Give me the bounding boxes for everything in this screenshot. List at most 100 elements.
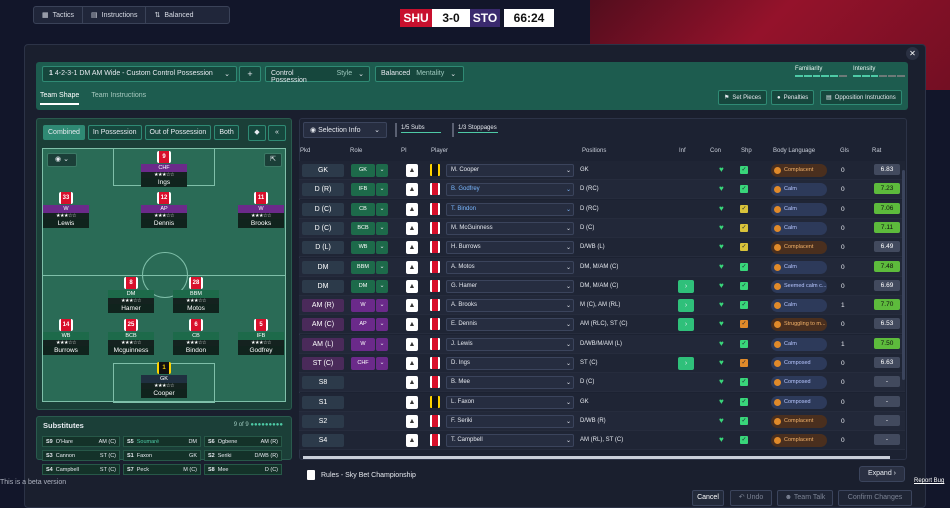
chevron-down-icon[interactable]: ⌄ bbox=[376, 221, 388, 235]
position-slot[interactable]: S2 bbox=[302, 414, 344, 428]
chevron-down-icon[interactable]: ⌄ bbox=[376, 183, 388, 197]
position-slot[interactable]: ST (C) bbox=[302, 357, 344, 370]
mentality-button[interactable]: ⇅ Balanced bbox=[146, 7, 201, 23]
table-row[interactable]: D (R) IFB ⌄ ▲ B. Godfrey ⌄ D (RC) ♥ ✓ Calm… bbox=[299, 180, 905, 200]
position-slot[interactable]: S4 bbox=[302, 434, 344, 448]
pitch-player[interactable]: 1 GK ★★★☆☆ Cooper bbox=[141, 362, 187, 398]
person-icon[interactable]: ▲ bbox=[406, 414, 418, 428]
position-slot[interactable]: D (R) bbox=[302, 183, 344, 197]
table-row[interactable]: D (C) CB ⌄ ▲ T. Bindon ⌄ D (RC) ♥ ✓ Calm 0… bbox=[299, 199, 905, 219]
table-row[interactable]: D (C) BCB ⌄ ▲ M. McGuinness ⌄ D (C) ♥ ✓ Ca… bbox=[299, 218, 905, 238]
person-icon[interactable]: ▲ bbox=[406, 395, 418, 409]
expand-button[interactable]: Expand › bbox=[859, 466, 905, 482]
header-positions[interactable]: Positions bbox=[582, 148, 607, 154]
swap-icon[interactable]: ⇱ bbox=[264, 153, 282, 167]
influence-icon[interactable]: › bbox=[678, 357, 694, 370]
competition-rules[interactable]: Rules - Sky Bet Championship bbox=[302, 466, 906, 484]
substitute-item[interactable]: S1 Faxon GK bbox=[123, 450, 201, 461]
position-slot[interactable]: D (C) bbox=[302, 221, 344, 235]
role-select[interactable]: IFB bbox=[351, 183, 375, 197]
person-icon[interactable]: ▲ bbox=[406, 434, 418, 448]
player-select[interactable]: J. Lewis ⌄ bbox=[446, 337, 574, 351]
instructions-button[interactable]: ▤ Instructions bbox=[83, 7, 147, 23]
role-select[interactable]: W bbox=[351, 337, 375, 351]
role-select[interactable]: BCB bbox=[351, 221, 375, 235]
eye-toggle[interactable]: ◉ ⌄ bbox=[47, 153, 77, 167]
chevron-down-icon[interactable]: ⌄ bbox=[376, 260, 388, 274]
table-row[interactable]: ST (C) CHF ⌄ ▲ D. Ings ⌄ ST (C) › ♥ ✓ Comp… bbox=[299, 354, 905, 373]
confirm-changes-button[interactable]: Confirm Changes bbox=[838, 490, 912, 506]
pitch-player[interactable]: 8 DM ★★★☆☆ Hamer bbox=[108, 277, 154, 313]
filter-out-possession[interactable]: Out of Possession bbox=[144, 125, 212, 140]
table-row[interactable]: AM (C) AP ⌄ ▲ E. Dennis ⌄ AM (RLC), ST (C)… bbox=[299, 315, 905, 335]
table-row[interactable]: AM (R) W ⌄ ▲ A. Brooks ⌄ M (C), AM (RL) › … bbox=[299, 296, 905, 316]
team-talk-button[interactable]: ☻ Team Talk bbox=[777, 490, 833, 506]
person-icon[interactable]: ▲ bbox=[406, 221, 418, 235]
pitch-player[interactable]: 9 CHF ★★★☆☆ Ings bbox=[141, 151, 187, 187]
collapse-icon[interactable]: « bbox=[268, 125, 286, 141]
penalties-button[interactable]: ● Penalties bbox=[771, 90, 815, 105]
person-icon[interactable]: ▲ bbox=[406, 376, 418, 390]
player-select[interactable]: D. Ings ⌄ bbox=[446, 357, 574, 370]
pitch-player[interactable]: 6 CB ★★★☆☆ Bindon bbox=[173, 319, 219, 355]
player-select[interactable]: T. Bindon ⌄ bbox=[446, 202, 574, 216]
tab-team-instructions[interactable]: Team Instructions bbox=[91, 92, 147, 99]
filter-combined[interactable]: Combined bbox=[43, 125, 85, 140]
pitch-player[interactable]: 14 WB ★★★☆☆ Burrows bbox=[43, 319, 89, 355]
pitch-player[interactable]: 11 W ★★★☆☆ Brooks bbox=[238, 192, 284, 228]
cancel-button[interactable]: Cancel bbox=[692, 490, 724, 506]
pitch-player[interactable]: 25 BCB ★★★☆☆ Mcguinness bbox=[108, 319, 154, 355]
substitute-item[interactable]: S7 Peck M (C) bbox=[123, 464, 201, 475]
chevron-down-icon[interactable]: ⌄ bbox=[376, 279, 388, 293]
person-icon[interactable]: ▲ bbox=[406, 241, 418, 255]
mentality-select[interactable]: Balanced Mentality ⌄ bbox=[375, 66, 464, 82]
player-select[interactable]: A. Brooks ⌄ bbox=[446, 299, 574, 313]
position-slot[interactable]: D (L) bbox=[302, 241, 344, 255]
filter-both[interactable]: Both bbox=[214, 125, 239, 140]
table-row[interactable]: DM BBM ⌄ ▲ A. Motos ⌄ DM, M/AM (C) ♥ ✓ Cal… bbox=[299, 257, 905, 277]
tab-team-shape[interactable]: Team Shape bbox=[40, 92, 80, 105]
position-slot[interactable]: AM (L) bbox=[302, 337, 344, 351]
chevron-down-icon[interactable]: ⌄ bbox=[376, 241, 388, 255]
position-slot[interactable]: AM (C) bbox=[302, 318, 344, 332]
substitute-item[interactable]: S4 Campbell ST (C) bbox=[42, 464, 120, 475]
position-slot[interactable]: AM (R) bbox=[302, 299, 344, 313]
role-select[interactable]: CHF bbox=[351, 357, 375, 370]
familiarity-meter[interactable]: Familiarity bbox=[795, 66, 847, 82]
undo-button[interactable]: ↶ Undo bbox=[730, 490, 772, 506]
person-icon[interactable]: ▲ bbox=[406, 299, 418, 313]
chevron-down-icon[interactable]: ⌄ bbox=[376, 357, 388, 370]
player-select[interactable]: F. Seriki ⌄ bbox=[446, 414, 574, 428]
chevron-down-icon[interactable]: ⌄ bbox=[376, 318, 388, 332]
opposition-instructions-button[interactable]: ▤ Opposition Instructions bbox=[820, 90, 902, 105]
table-row[interactable]: S8 ▲ B. Mee ⌄ D (C) ♥ ✓ Composed 0 - bbox=[299, 373, 905, 393]
chevron-down-icon[interactable]: ⌄ bbox=[376, 299, 388, 313]
substitute-item[interactable]: S5 Soumaré DM bbox=[123, 436, 201, 447]
header-role[interactable]: Role bbox=[350, 148, 363, 154]
style-select[interactable]: Control Possession Style ⌄ bbox=[265, 66, 370, 84]
player-select[interactable]: T. Campbell ⌄ bbox=[446, 434, 574, 448]
position-slot[interactable]: DM bbox=[302, 260, 344, 274]
tactics-button[interactable]: ▦ Tactics bbox=[34, 7, 84, 23]
position-slot[interactable]: D (C) bbox=[302, 202, 344, 216]
person-icon[interactable]: ▲ bbox=[406, 337, 418, 351]
formation-select[interactable]: 1 4-2-3-1 DM AM Wide - Custom Control Po… bbox=[42, 66, 237, 82]
role-select[interactable]: WB bbox=[351, 241, 375, 255]
header-body-language[interactable]: Body Language bbox=[773, 148, 816, 154]
substitute-item[interactable]: S3 Cannon ST (C) bbox=[42, 450, 120, 461]
player-select[interactable]: M. McGuinness ⌄ bbox=[446, 221, 574, 235]
role-select[interactable]: BBM bbox=[351, 260, 375, 274]
role-select[interactable]: AP bbox=[351, 318, 375, 332]
influence-icon[interactable]: › bbox=[678, 279, 694, 293]
table-row[interactable]: GK GK ⌄ ▲ M. Cooper ⌄ GK ♥ ✓ Complacent 0 … bbox=[299, 161, 905, 180]
vertical-scrollbar[interactable] bbox=[902, 170, 905, 380]
position-slot[interactable]: GK bbox=[302, 164, 344, 177]
person-icon[interactable]: ▲ bbox=[406, 260, 418, 274]
header-player[interactable]: Player bbox=[431, 148, 449, 154]
person-icon[interactable]: ▲ bbox=[406, 164, 418, 177]
pitch-player[interactable]: 5 IFB ★★★☆☆ Godfrey bbox=[238, 319, 284, 355]
person-icon[interactable]: ▲ bbox=[406, 357, 418, 370]
player-select[interactable]: L. Faxon ⌄ bbox=[446, 395, 574, 409]
player-select[interactable]: M. Cooper ⌄ bbox=[446, 164, 574, 177]
header-rat[interactable]: Rat bbox=[872, 148, 882, 154]
